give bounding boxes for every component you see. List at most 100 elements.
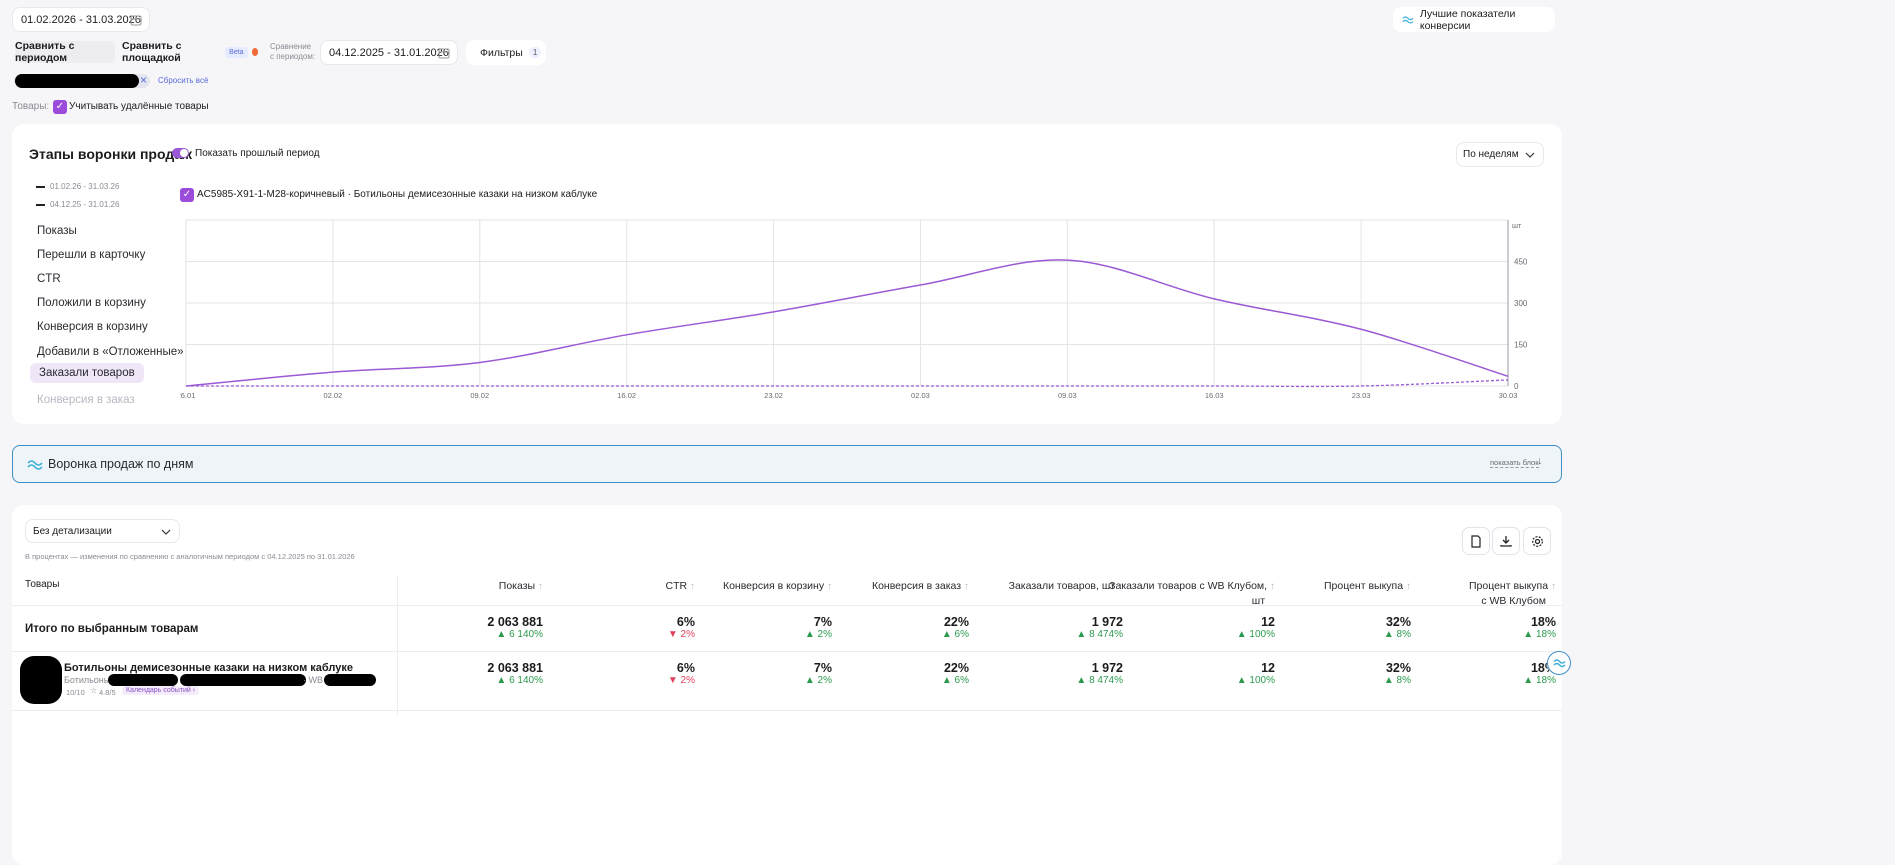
compare-range-picker[interactable]: 04.12.2025 - 31.01.2026: [320, 40, 458, 65]
total-cell-delta: ▲ 8%: [1383, 629, 1411, 640]
product-cell-value: 6%: [676, 661, 695, 675]
metric-added-to-cart[interactable]: Положили в корзину: [37, 297, 146, 309]
show-block-link[interactable]: показать блок: [1490, 458, 1539, 468]
metric-cart-conversion[interactable]: Конверсия в корзину: [37, 321, 148, 333]
calendar-events-label: Календарь событий: [126, 687, 191, 694]
show-prev-label: Показать прошлый период: [195, 148, 320, 159]
assistant-float-button[interactable]: [1547, 651, 1571, 675]
product-name[interactable]: Ботильоны демисезонные казаки на низком …: [64, 662, 353, 674]
total-cell-value: 32%: [1385, 615, 1411, 629]
deleted-goods-checkbox[interactable]: ✓: [53, 100, 67, 114]
legend-current-swatch: [36, 186, 45, 188]
x-tick-label: 23.03: [1352, 391, 1371, 400]
total-cell-delta: ▼ 2%: [667, 629, 695, 640]
product-cell-value: 1 972: [1091, 661, 1123, 675]
legend-prev-label: 04.12.25 - 31.01.26: [50, 200, 120, 209]
x-tick-label: 02.03: [911, 391, 930, 400]
settings-button[interactable]: [1523, 527, 1551, 555]
y-tick-label: 150: [1514, 341, 1528, 350]
daily-funnel-banner[interactable]: Воронка продаж по дням показать блок ↓: [12, 445, 1562, 483]
compare-platform-tab[interactable]: Сравнить с площадкой Beta: [118, 40, 258, 64]
total-cell-value: 1 972: [1091, 615, 1123, 629]
col-label: Процент выкупа: [1468, 580, 1549, 592]
sort-arrow-icon: ↑: [964, 581, 969, 592]
chip-close-icon[interactable]: ×: [140, 73, 148, 87]
col-label: Заказали товаров с WB Клубом,: [1109, 580, 1268, 592]
redacted-vendor: [180, 674, 306, 686]
col-buyout-club-header[interactable]: Процент выкупа ↑ с WB Клубом: [1469, 579, 1556, 608]
date-range-picker[interactable]: 01.02.2026 - 31.03.2026: [12, 7, 150, 32]
y-tick-label: 0: [1514, 382, 1519, 391]
metric-ordered-active[interactable]: Заказали товаров: [30, 363, 144, 383]
product-thumbnail: [20, 656, 62, 704]
daily-funnel-wave-icon: [27, 460, 43, 470]
funnel-title: Этапы воронки продаж: [29, 146, 192, 162]
col-order-conv-header[interactable]: Конверсия в заказ ↑: [872, 579, 969, 594]
product-cell-value: 22%: [943, 661, 969, 675]
gear-icon: [1531, 535, 1543, 547]
redacted-article: [108, 674, 178, 686]
compare-period-tab[interactable]: Сравнить с периодом: [15, 40, 115, 64]
calendar-icon: [130, 15, 142, 26]
granularity-value: По неделям: [1463, 149, 1519, 160]
metric-impressions[interactable]: Показы: [37, 225, 77, 237]
filters-label: Фильтры: [480, 46, 523, 59]
table-row-divider: [12, 651, 1562, 652]
sort-arrow-icon: ↑: [538, 581, 543, 592]
col-goods-header: Товары: [25, 579, 60, 590]
col-label: Конверсия в заказ: [871, 580, 962, 592]
compare-caption-line2: с периодом:: [270, 52, 316, 61]
metric-ctr[interactable]: CTR: [37, 273, 61, 285]
product-cell-value: 2 063 881: [487, 661, 543, 675]
total-cell-delta: ▲ 100%: [1236, 629, 1275, 640]
x-tick-label: 02.02: [323, 391, 342, 400]
y-axis-unit-label: шт: [1512, 221, 1522, 230]
series-line-current: [185, 259, 1509, 387]
sort-arrow-icon: ↑: [690, 581, 695, 592]
col-impressions-header[interactable]: Показы ↑: [499, 579, 543, 594]
calendar-icon: [438, 48, 450, 59]
star-icon: ☆: [90, 686, 98, 695]
compare-period-label: Сравнить с периодом: [15, 40, 75, 64]
table-header-divider: [12, 605, 1562, 606]
calendar-events-link[interactable]: Календарь событий ›: [122, 686, 200, 695]
sort-arrow-icon: ↑: [1118, 581, 1123, 592]
beta-badge: Beta: [225, 46, 248, 58]
table-bottom-divider: [12, 710, 1562, 711]
col-buyout-header[interactable]: Процент выкупа ↑: [1324, 579, 1411, 594]
product-cell-value: 7%: [813, 661, 832, 675]
metric-card-visits[interactable]: Перешли в карточку: [37, 249, 146, 261]
metric-wishlisted[interactable]: Добавили в «Отложенные»: [37, 346, 184, 358]
best-conversion-button[interactable]: Лучшие показатели конверсии: [1393, 7, 1555, 32]
sort-arrow-icon: ↑: [1406, 581, 1411, 592]
series-line-previous: [186, 379, 1509, 388]
total-cell-delta: ▲ 6 140%: [496, 629, 543, 640]
col-label: CTR: [665, 580, 688, 592]
download-button[interactable]: [1492, 527, 1520, 555]
granularity-select[interactable]: По неделям: [1456, 142, 1544, 167]
notes-button[interactable]: [1462, 527, 1490, 555]
detail-select[interactable]: Без детализации: [25, 519, 180, 543]
total-row-label: Итого по выбранным товарам: [25, 623, 199, 635]
col-label: Конверсия в корзину: [722, 580, 825, 592]
legend-prev-swatch: [36, 204, 45, 206]
note-icon: [1471, 534, 1481, 548]
col-ctr-header[interactable]: CTR ↑: [665, 579, 695, 594]
reset-all-link[interactable]: Сбросить всё: [158, 76, 209, 85]
x-tick-label: 09.03: [1058, 391, 1077, 400]
show-prev-toggle[interactable]: [172, 148, 189, 158]
product-series-checkbox[interactable]: ✓: [180, 188, 194, 202]
redacted-wb-id: [324, 674, 376, 686]
col-orders-club-header[interactable]: Заказали товаров с WB Клубом, ↑ шт: [1109, 579, 1275, 608]
filters-button[interactable]: Фильтры 1: [466, 40, 546, 65]
detail-select-value: Без детализации: [33, 525, 112, 537]
col-cart-conv-header[interactable]: Конверсия в корзину ↑: [723, 579, 832, 594]
legend-current-label: 01.02.26 - 31.03.26: [50, 182, 120, 191]
sort-arrow-icon: ↑: [1270, 581, 1275, 592]
col-orders-header[interactable]: Заказали товаров, шт ↑: [1009, 579, 1123, 594]
metric-order-conversion[interactable]: Конверсия в заказ: [37, 394, 135, 406]
col-label: Заказали товаров, шт: [1008, 580, 1116, 592]
goods-column-divider: [397, 575, 398, 715]
assistant-wave-icon: [1552, 659, 1566, 668]
total-cell-value: 2 063 881: [487, 615, 543, 629]
